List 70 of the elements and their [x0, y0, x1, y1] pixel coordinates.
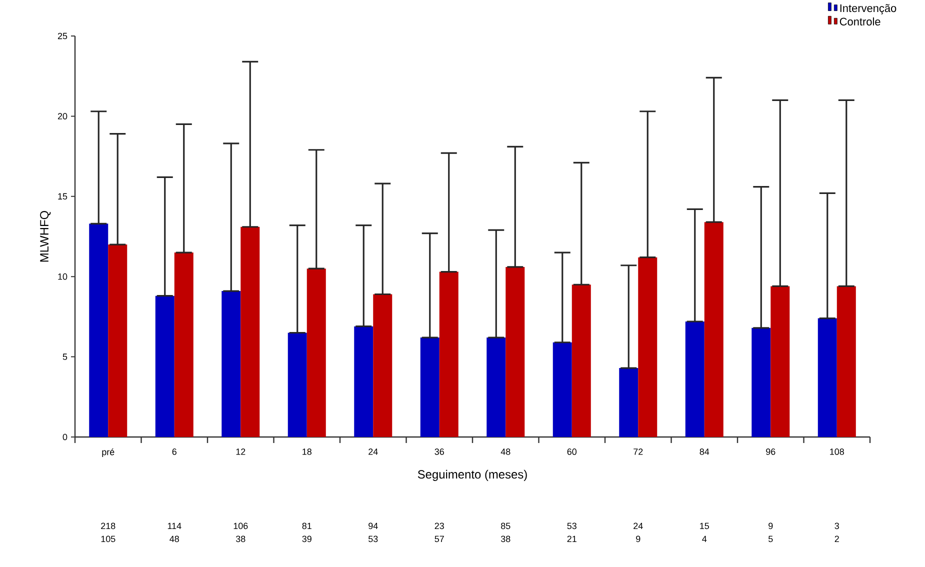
text: 24 — [634, 522, 643, 529]
text: 23 — [434, 522, 444, 530]
text: 218 — [101, 522, 116, 530]
bar — [770, 286, 790, 437]
x-tick-label: 12 — [236, 448, 246, 455]
text: 105 — [101, 536, 116, 542]
x-tick-label: 60 — [567, 448, 577, 455]
text: 39 — [302, 536, 312, 542]
text: 3 — [834, 522, 839, 530]
bar — [704, 222, 724, 437]
x-tick-label: 96 — [766, 448, 776, 455]
bar — [89, 224, 108, 437]
text: 2 — [834, 536, 839, 542]
bar — [572, 284, 591, 437]
bar — [222, 291, 241, 437]
x-tick-label: 84 — [700, 448, 710, 455]
x-tick-label: pré — [102, 448, 114, 457]
y-tick-label: 10 — [58, 273, 68, 280]
text: 48 — [170, 536, 179, 542]
bar — [619, 368, 638, 437]
y-tick-label: 20 — [58, 113, 68, 120]
text: 114 — [168, 522, 182, 529]
text: 85 — [501, 522, 510, 530]
bar — [420, 338, 440, 437]
bar — [638, 257, 658, 437]
bar — [685, 322, 704, 437]
bar — [288, 332, 307, 437]
x-tick-label: 72 — [634, 448, 643, 455]
y-axis-title: MLWHFQ — [40, 210, 51, 262]
legend-label: Intervenção — [840, 4, 896, 14]
bar — [373, 294, 392, 437]
y-tick-label: 5 — [62, 354, 68, 360]
text: 57 — [434, 536, 444, 542]
y-tick-label: 0 — [62, 434, 68, 440]
text: 38 — [236, 536, 246, 542]
bar — [506, 266, 525, 437]
bar — [486, 338, 506, 437]
bar — [174, 252, 194, 437]
text: 5 — [768, 536, 773, 542]
bar — [752, 328, 771, 437]
bar — [108, 244, 128, 437]
x-tick-label: 18 — [302, 448, 312, 455]
x-tick-label: 108 — [830, 448, 844, 455]
text: 38 — [500, 536, 510, 542]
y-tick-label: 25 — [58, 32, 68, 40]
bar — [354, 326, 374, 437]
text: 9 — [768, 522, 773, 530]
bar — [155, 296, 174, 437]
text: 106 — [234, 522, 248, 530]
bar — [439, 272, 458, 437]
text: 15 — [700, 522, 709, 530]
x-tick-label: 6 — [172, 448, 176, 455]
bar — [818, 318, 837, 437]
bar — [552, 342, 572, 437]
text: 94 — [368, 522, 378, 530]
text: 4 — [702, 536, 707, 542]
text: 81 — [302, 522, 312, 530]
text: 21 — [567, 536, 576, 542]
x-axis-title: Seguimento (meses) — [418, 470, 527, 481]
x-tick-label: 36 — [434, 448, 444, 455]
text: 53 — [368, 536, 378, 542]
bar — [240, 226, 260, 437]
legend-label: Controle — [840, 17, 880, 26]
bar — [836, 286, 856, 437]
x-tick-label: 24 — [368, 448, 378, 455]
x-tick-label: 48 — [500, 448, 510, 455]
bar — [306, 268, 326, 437]
text: 9 — [636, 536, 640, 542]
text: 53 — [567, 522, 576, 530]
y-tick-label: 15 — [58, 193, 68, 200]
